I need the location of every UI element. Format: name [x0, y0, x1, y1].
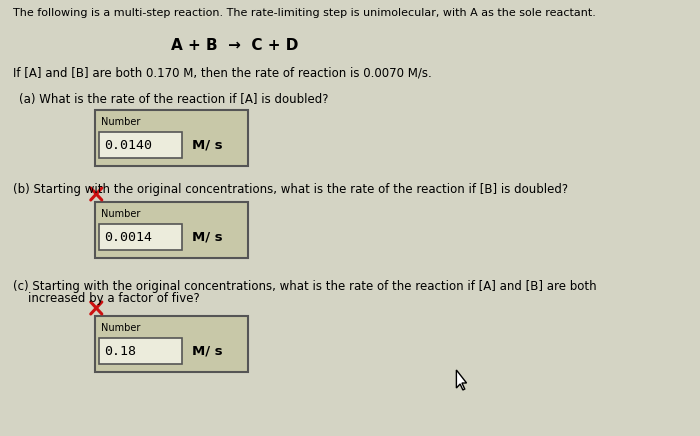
Polygon shape [456, 370, 467, 390]
Text: The following is a multi-step reaction. The rate-limiting step is unimolecular, : The following is a multi-step reaction. … [13, 8, 596, 18]
Text: 0.0014: 0.0014 [104, 231, 152, 243]
Text: A + B  →  C + D: A + B → C + D [172, 38, 299, 53]
Text: 0.0140: 0.0140 [104, 139, 152, 151]
FancyBboxPatch shape [95, 202, 248, 258]
Text: (b) Starting with the original concentrations, what is the rate of the reaction : (b) Starting with the original concentra… [13, 183, 568, 196]
Text: Number: Number [101, 323, 140, 333]
Text: (c) Starting with the original concentrations, what is the rate of the reaction : (c) Starting with the original concentra… [13, 280, 596, 293]
Text: Number: Number [101, 209, 140, 219]
Text: Number: Number [101, 117, 140, 127]
FancyBboxPatch shape [95, 316, 248, 372]
Text: M/ s: M/ s [192, 231, 223, 243]
Text: M/ s: M/ s [192, 139, 223, 151]
Text: If [A] and [B] are both 0.170 M, then the rate of reaction is 0.0070 M/s.: If [A] and [B] are both 0.170 M, then th… [13, 66, 432, 79]
Text: M/ s: M/ s [192, 344, 223, 358]
FancyBboxPatch shape [99, 132, 183, 158]
Text: (a) What is the rate of the reaction if [A] is doubled?: (a) What is the rate of the reaction if … [18, 93, 328, 106]
FancyBboxPatch shape [99, 224, 183, 250]
FancyBboxPatch shape [95, 110, 248, 166]
Text: 0.18: 0.18 [104, 344, 136, 358]
FancyBboxPatch shape [99, 338, 183, 364]
Text: increased by a factor of five?: increased by a factor of five? [13, 292, 199, 305]
